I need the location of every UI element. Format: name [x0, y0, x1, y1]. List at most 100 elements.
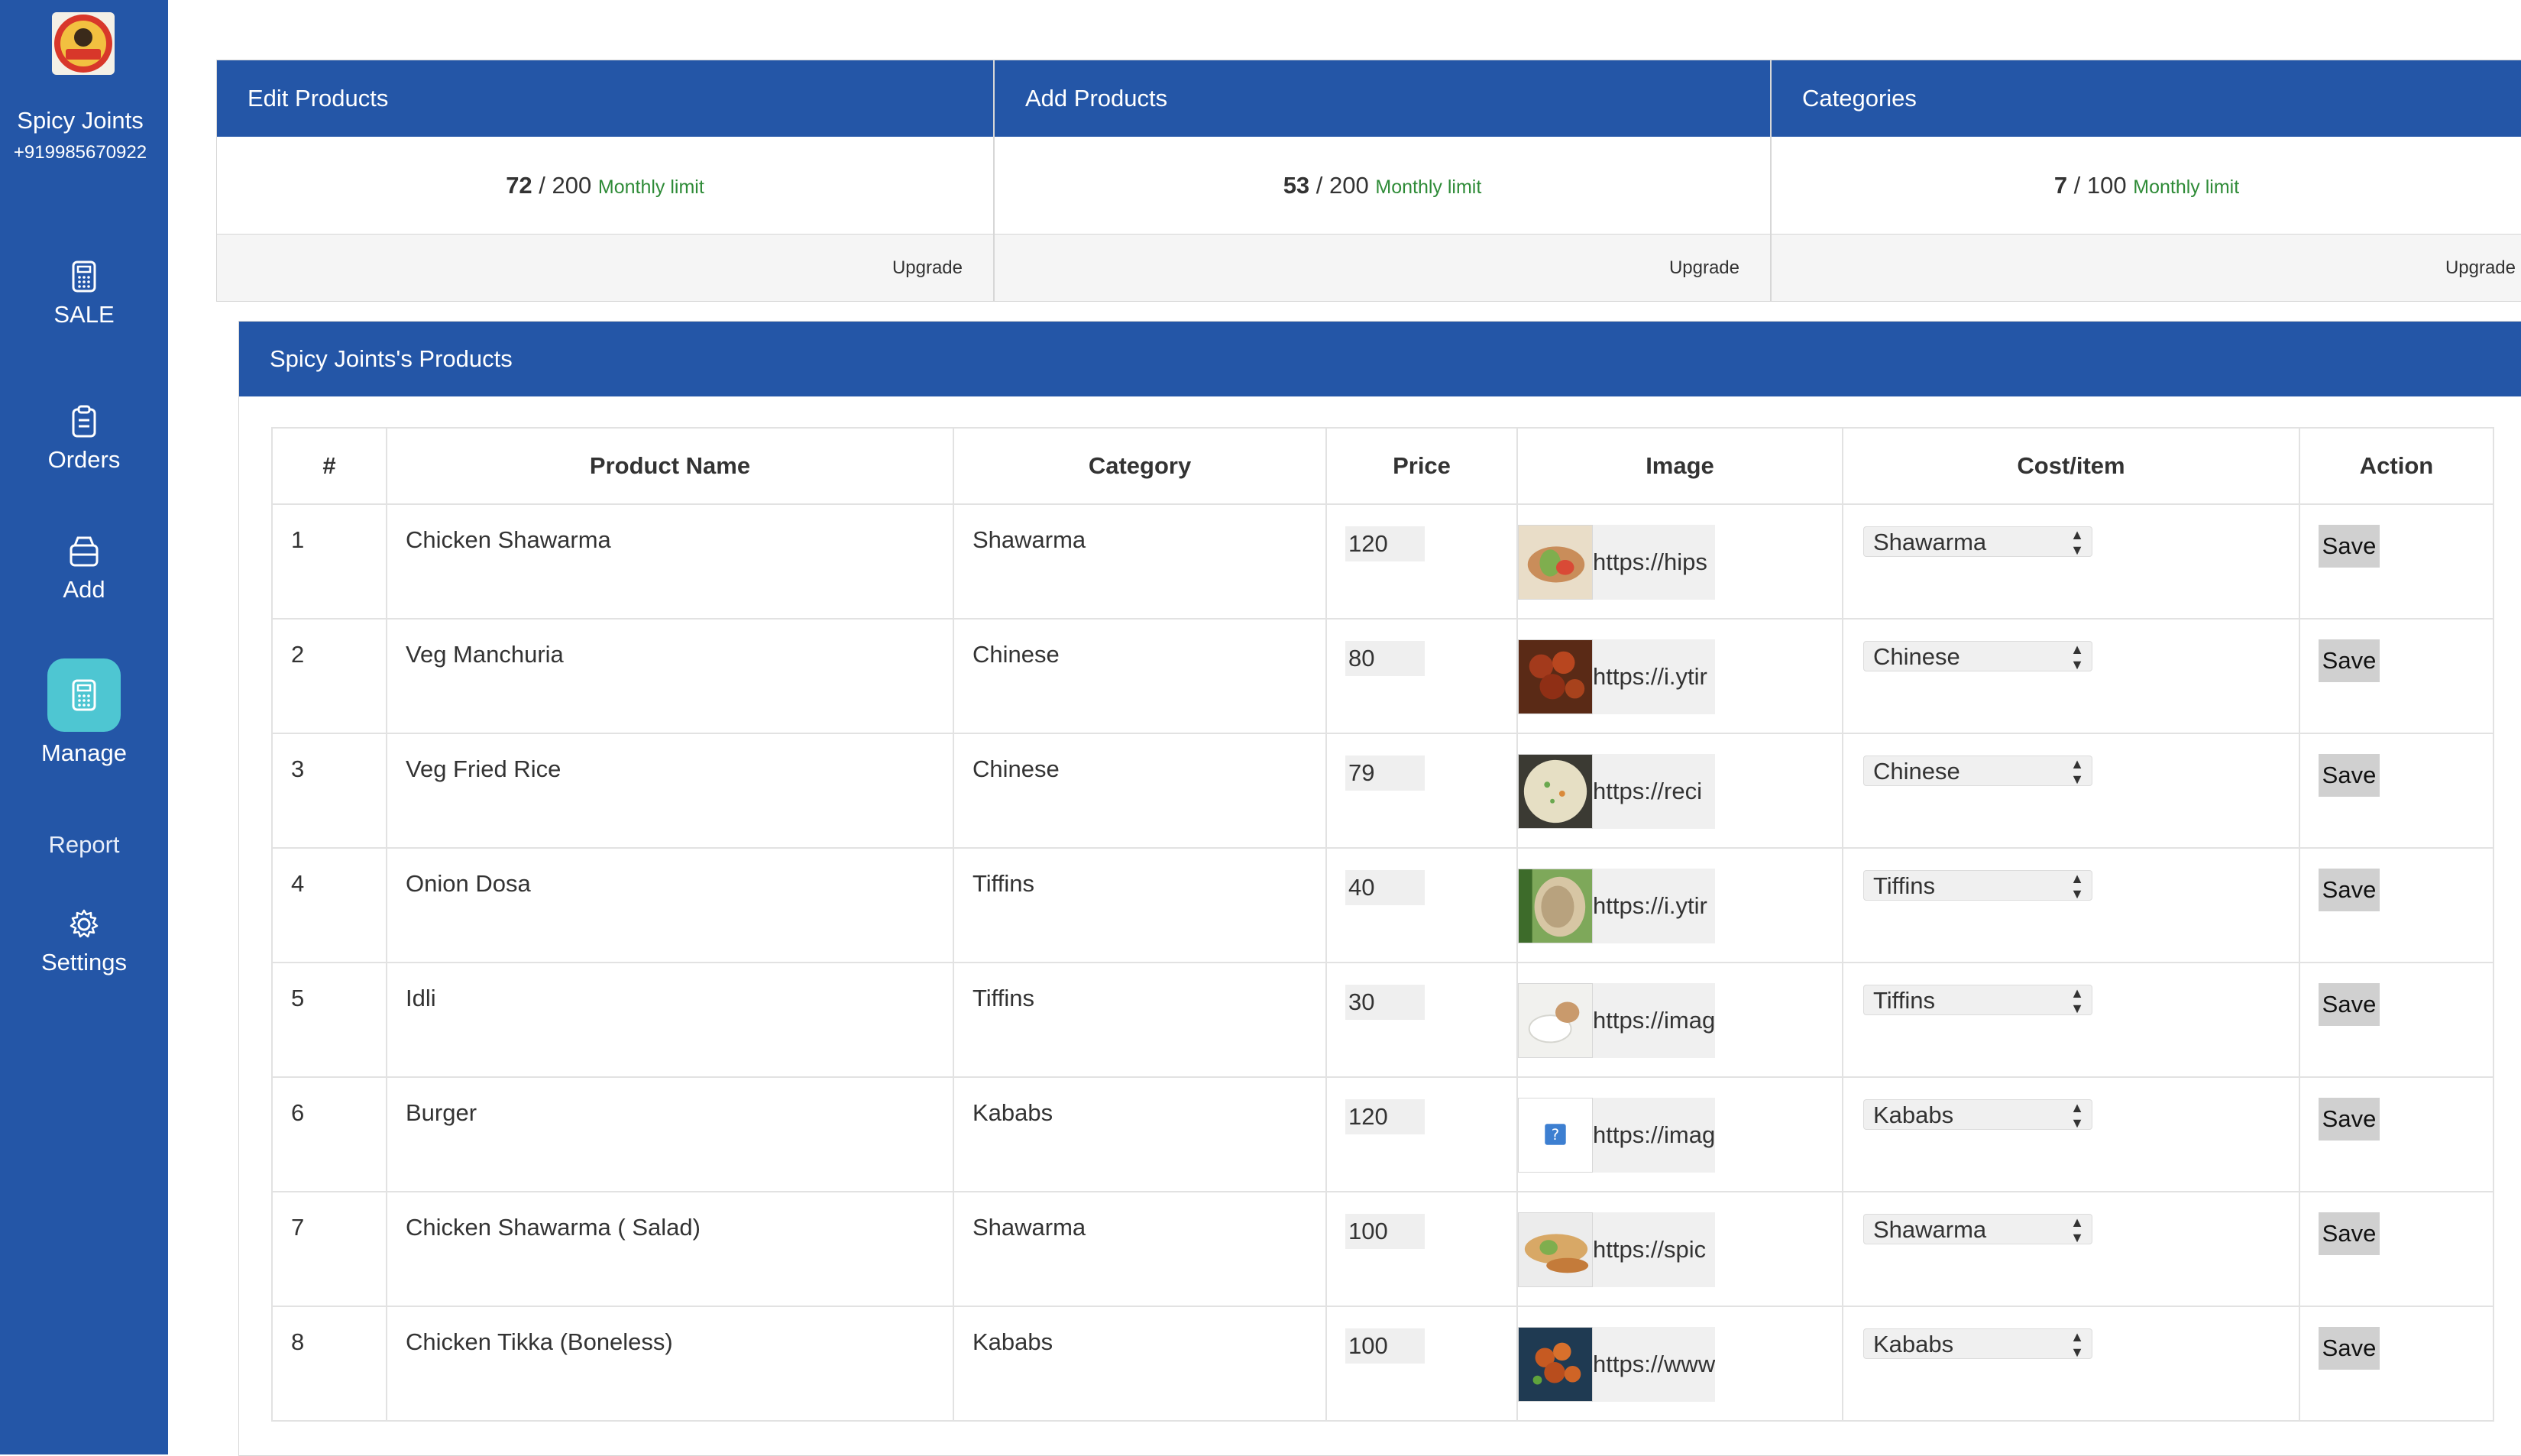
cell-number: 7	[271, 1191, 387, 1307]
category-select[interactable]: Tiffins ▲ ▼	[1863, 985, 2092, 1016]
price-input[interactable]: 30	[1345, 985, 1425, 1020]
price-input[interactable]: 100	[1345, 1214, 1425, 1249]
save-button[interactable]: Save	[2319, 639, 2380, 682]
product-name: Burger	[406, 1099, 477, 1126]
cell-product-name: Burger	[386, 1076, 954, 1192]
usage-count: 7	[2053, 172, 2068, 199]
cell-image: https://i.ytir	[1516, 618, 1843, 734]
nav-item-manage[interactable]: Manage	[0, 658, 168, 767]
cell-number: 1	[271, 503, 387, 620]
cell-product-name: Veg Manchuria	[386, 618, 954, 734]
image-url-input[interactable]: https://i.ytir	[1593, 639, 1715, 714]
category-select[interactable]: Shawarma ▲ ▼	[1863, 1214, 2092, 1245]
cell-cost-item: Tiffins ▲ ▼	[1842, 962, 2300, 1078]
cell-action: Save	[2299, 847, 2494, 963]
table-row: 4 Onion Dosa Tiffins 40 https://i.ytir Tiffin…	[271, 847, 2494, 963]
save-button[interactable]: Save	[2319, 983, 2380, 1026]
card-add-products: Add Products 53 / 200 Monthly limit Upgr…	[994, 60, 1771, 302]
cell-category: Kababs	[953, 1306, 1327, 1422]
card-title: Edit Products	[217, 60, 993, 137]
cell-number: 3	[271, 733, 387, 849]
cell-action: Save	[2299, 1306, 2494, 1422]
nav-item-sale[interactable]: SALE	[0, 260, 168, 328]
cell-image: https://i.ytir	[1516, 847, 1843, 963]
cell-price: 30	[1325, 962, 1518, 1078]
table-row: 3 Veg Fried Rice Chinese 79 https://reci Chin…	[271, 733, 2494, 849]
nav-label-report: Report	[48, 831, 120, 858]
image-field: https://i.ytir	[1518, 639, 1842, 714]
cell-cost-item: Kababs ▲ ▼	[1842, 1076, 2300, 1192]
product-category: Shawarma	[972, 1214, 1086, 1241]
image-url-input[interactable]: https://spic	[1593, 1212, 1715, 1287]
column-header-category: Category	[953, 427, 1327, 505]
cell-cost-item: Shawarma ▲ ▼	[1842, 1191, 2300, 1307]
upgrade-link[interactable]: Upgrade	[995, 235, 1770, 301]
table-row: 8 Chicken Tikka (Boneless) Kababs 100 https:…	[271, 1306, 2494, 1422]
calculator-icon	[72, 260, 96, 293]
nav-item-report[interactable]: Report	[0, 823, 168, 859]
usage-count: 53	[1283, 172, 1310, 199]
cell-product-name: Veg Fried Rice	[386, 733, 954, 849]
price-input[interactable]: 100	[1345, 1328, 1425, 1364]
category-select[interactable]: Kababs ▲ ▼	[1863, 1099, 2092, 1131]
image-url-input[interactable]: https://reci	[1593, 754, 1715, 829]
column-header-action: Action	[2299, 427, 2494, 505]
nav-item-settings[interactable]: Settings	[0, 908, 168, 976]
nav-item-orders[interactable]: Orders	[0, 405, 168, 474]
category-select[interactable]: Chinese ▲ ▼	[1863, 641, 2092, 672]
calculator-icon	[72, 679, 96, 711]
upgrade-link[interactable]: Upgrade	[217, 235, 993, 301]
category-select[interactable]: Shawarma ▲ ▼	[1863, 526, 2092, 558]
svg-text:?: ?	[1552, 1126, 1559, 1144]
image-url-input[interactable]: https://imag	[1593, 1098, 1715, 1173]
price-input[interactable]: 79	[1345, 756, 1425, 791]
image-url-input[interactable]: https://hips	[1593, 525, 1715, 600]
cell-image: https://reci	[1516, 733, 1843, 849]
column-header-cost-item: Cost/item	[1842, 427, 2300, 505]
image-url-input[interactable]: https://www	[1593, 1327, 1715, 1402]
category-select[interactable]: Kababs ▲ ▼	[1863, 1328, 2092, 1360]
cell-image: https://www	[1516, 1306, 1843, 1422]
image-url-input[interactable]: https://imag	[1593, 983, 1715, 1058]
row-number: 6	[291, 1099, 305, 1126]
price-input[interactable]: 120	[1345, 526, 1425, 561]
row-number: 4	[291, 870, 305, 897]
price-input[interactable]: 80	[1345, 641, 1425, 676]
cell-category: Tiffins	[953, 962, 1327, 1078]
save-button[interactable]: Save	[2319, 1098, 2380, 1141]
cell-product-name: Chicken Tikka (Boneless)	[386, 1306, 954, 1422]
nav-item-add[interactable]: Add	[0, 535, 168, 603]
price-input[interactable]: 120	[1345, 1099, 1425, 1134]
gear-icon	[70, 909, 99, 938]
category-select-value: Tiffins	[1873, 987, 1935, 1014]
nav-label-manage: Manage	[40, 739, 128, 766]
price-input[interactable]: 40	[1345, 870, 1425, 905]
save-button[interactable]: Save	[2319, 1327, 2380, 1370]
card-edit-products: Edit Products 72 / 200 Monthly limit Upg…	[216, 60, 994, 302]
category-select[interactable]: Tiffins ▲ ▼	[1863, 870, 2092, 901]
cell-price: 40	[1325, 847, 1518, 963]
limit-label: Monthly limit	[1375, 176, 1482, 198]
cell-product-name: Idli	[386, 962, 954, 1078]
product-category: Shawarma	[972, 526, 1086, 553]
image-field: https://reci	[1518, 754, 1842, 829]
image-url-input[interactable]: https://i.ytir	[1593, 869, 1715, 943]
column-header-product-name: Product Name	[386, 427, 954, 505]
upgrade-link[interactable]: Upgrade	[1772, 235, 2521, 301]
cell-number: 8	[271, 1306, 387, 1422]
save-button[interactable]: Save	[2319, 525, 2380, 568]
cell-product-name: Chicken Shawarma	[386, 503, 954, 620]
product-category: Kababs	[972, 1099, 1053, 1126]
category-select-value: Shawarma	[1873, 529, 1987, 555]
column-header-image: Image	[1516, 427, 1843, 505]
image-field: https://hips	[1518, 525, 1842, 600]
save-button[interactable]: Save	[2319, 1212, 2380, 1255]
cell-price: 100	[1325, 1191, 1518, 1307]
row-number: 1	[291, 526, 305, 553]
save-button[interactable]: Save	[2319, 869, 2380, 911]
product-thumbnail	[1518, 983, 1593, 1058]
select-arrows-icon: ▲ ▼	[2070, 527, 2084, 558]
save-button[interactable]: Save	[2319, 754, 2380, 797]
cell-image: https://hips	[1516, 503, 1843, 620]
category-select[interactable]: Chinese ▲ ▼	[1863, 756, 2092, 787]
